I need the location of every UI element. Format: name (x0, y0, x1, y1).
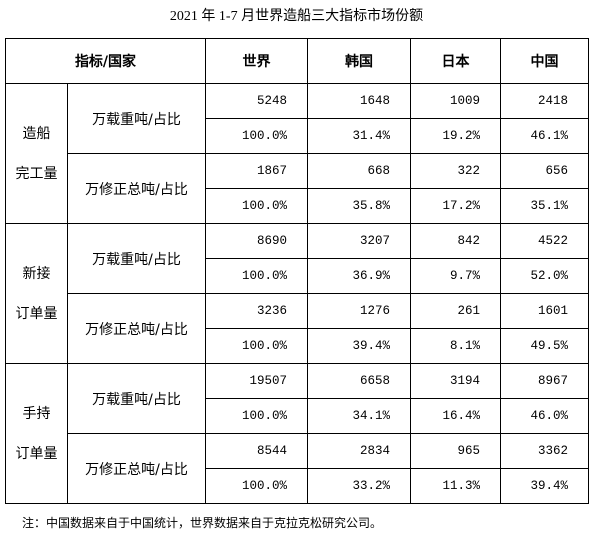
share-cell: 39.4% (500, 468, 589, 504)
value-cell: 1867 (205, 153, 308, 189)
value-cell: 3362 (500, 433, 589, 469)
value-cell: 19507 (205, 363, 308, 399)
share-cell: 35.1% (500, 188, 589, 224)
unit-cell: 万载重吨/占比 (67, 83, 206, 154)
market-share-table: 指标/国家 世界 韩国 日本 中国 造船 完工量 万载重吨/占比 5248 1648 1009 241… (5, 38, 589, 504)
value-cell: 1601 (500, 293, 589, 329)
share-cell: 100.0% (205, 468, 308, 504)
share-cell: 100.0% (205, 328, 308, 364)
value-cell: 3207 (307, 223, 411, 259)
share-cell: 34.1% (307, 398, 411, 434)
group-label: 造船 (22, 125, 51, 142)
share-cell: 52.0% (500, 258, 589, 294)
value-cell: 668 (307, 153, 411, 189)
share-row: 100.0% 39.4% 8.1% 49.5% (6, 328, 589, 364)
header-cell: 中国 (500, 38, 589, 84)
value-cell: 1009 (410, 83, 501, 119)
value-cell: 8544 (205, 433, 308, 469)
value-cell: 3236 (205, 293, 308, 329)
share-cell: 31.4% (307, 118, 411, 154)
header-cell: 世界 (205, 38, 308, 84)
header-cell: 指标/国家 (5, 38, 206, 84)
value-cell: 2834 (307, 433, 411, 469)
share-cell: 17.2% (410, 188, 501, 224)
header-cell: 日本 (410, 38, 501, 84)
share-cell: 100.0% (205, 398, 308, 434)
value-row: 万修正总吨/占比 1867 668 322 656 (6, 153, 589, 224)
title: 2021 年 1-7 月世界造船三大指标市场份额 (169, 9, 424, 24)
share-cell: 16.4% (410, 398, 501, 434)
header-row: 指标/国家 世界 韩国 日本 中国 (5, 38, 589, 84)
group-label: 新接 (22, 265, 51, 282)
footnote: 注：中国数据来自于中国统计，世界数据来自于克拉克松研究公司。 (22, 516, 383, 530)
share-cell: 33.2% (307, 468, 411, 504)
unit-cell: 万载重吨/占比 (67, 223, 206, 294)
value-cell: 965 (410, 433, 501, 469)
share-cell: 36.9% (307, 258, 411, 294)
unit-cell: 万修正总吨/占比 (67, 293, 206, 364)
unit-cell: 万修正总吨/占比 (67, 153, 206, 224)
unit-cell: 万修正总吨/占比 (67, 433, 206, 504)
share-cell: 19.2% (410, 118, 501, 154)
value-row: 手持订单量 万载重吨/占比 19507 6658 3194 8967 (5, 363, 589, 504)
group-cell: 手持 订单量 (5, 363, 68, 504)
group-cell: 造船 完工量 (5, 83, 68, 224)
group-cell: 新接 订单量 (5, 223, 68, 364)
share-cell: 49.5% (500, 328, 589, 364)
share-row: 100.0% 36.9% 9.7% 52.0% (6, 258, 589, 294)
group-label: 完工量 (15, 165, 58, 182)
value-cell: 3194 (410, 363, 501, 399)
value-cell: 5248 (205, 83, 308, 119)
share-cell: 46.0% (500, 398, 589, 434)
value-cell: 1648 (307, 83, 411, 119)
value-row: 万修正总吨/占比 8544 2834 965 3362 (6, 433, 589, 504)
value-cell: 8967 (500, 363, 589, 399)
share-cell: 11.3% (410, 468, 501, 504)
value-cell: 8690 (205, 223, 308, 259)
header-cell: 韩国 (307, 38, 411, 84)
share-row: 100.0% 33.2% 11.3% 39.4% (6, 468, 589, 504)
value-row: 万修正总吨/占比 3236 1276 261 1601 (6, 293, 589, 364)
value-cell: 261 (410, 293, 501, 329)
value-cell: 656 (500, 153, 589, 189)
value-row: 新接订单量 万载重吨/占比 8690 3207 842 4522 (5, 223, 589, 364)
value-cell: 842 (410, 223, 501, 259)
value-cell: 4522 (500, 223, 589, 259)
share-cell: 39.4% (307, 328, 411, 364)
share-cell: 8.1% (410, 328, 501, 364)
value-cell: 322 (410, 153, 501, 189)
unit-cell: 万载重吨/占比 (67, 363, 206, 434)
share-row: 100.0% 35.8% 17.2% 35.1% (6, 188, 589, 224)
value-cell: 2418 (500, 83, 589, 119)
group-label: 订单量 (15, 305, 58, 322)
value-row: 造船完工量 万载重吨/占比 5248 1648 1009 2418 (5, 83, 589, 224)
value-cell: 1276 (307, 293, 411, 329)
share-cell: 100.0% (205, 258, 308, 294)
share-row: 100.0% 34.1% 16.4% 46.0% (6, 398, 589, 434)
share-cell: 35.8% (307, 188, 411, 224)
share-cell: 46.1% (500, 118, 589, 154)
share-cell: 100.0% (205, 188, 308, 224)
share-row: 100.0% 31.4% 19.2% 46.1% (6, 118, 589, 154)
value-cell: 6658 (307, 363, 411, 399)
group-label: 手持 (22, 405, 51, 422)
share-cell: 9.7% (410, 258, 501, 294)
group-label: 订单量 (15, 445, 58, 462)
share-cell: 100.0% (205, 118, 308, 154)
